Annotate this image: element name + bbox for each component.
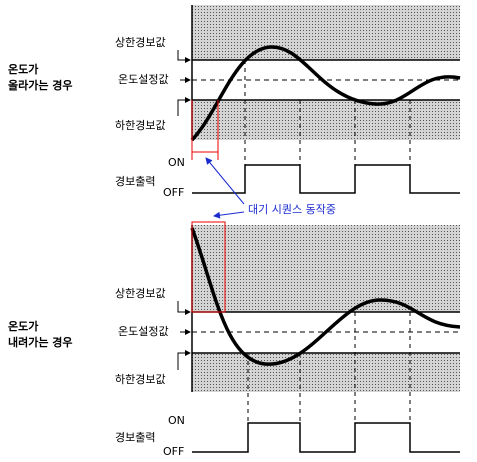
upper-zone xyxy=(192,225,460,312)
panel-title: 올라가는 경우 xyxy=(8,78,73,92)
output-label: 경보출력 xyxy=(115,175,155,188)
temp-curve xyxy=(190,45,461,142)
off-label: OFF xyxy=(163,186,184,199)
output-signal xyxy=(192,422,460,453)
output-label: 경보출력 xyxy=(115,431,155,444)
on-label: ON xyxy=(168,156,185,169)
temp-curve xyxy=(190,227,461,366)
on-label: ON xyxy=(168,414,185,427)
output-signal xyxy=(192,164,460,194)
lower-zone xyxy=(192,100,460,140)
setpoint-label: 온도설정값 xyxy=(118,325,169,338)
panel-falling: 온도가 내려가는 경우 상한경보값 온도설정값 하한경보값 ON 경보출력 OF… xyxy=(8,221,461,458)
setpoint-label: 온도설정값 xyxy=(118,73,169,86)
upper-label: 상한경보값 xyxy=(115,287,166,300)
panel-title: 내려가는 경우 xyxy=(8,335,73,349)
upper-zone xyxy=(192,5,460,60)
lower-label: 하한경보값 xyxy=(115,372,166,386)
panel-title: 온도가 xyxy=(8,319,38,333)
lower-zone xyxy=(192,353,460,392)
panel-rising: 온도가 올라가는 경우 상한경보값 온도설정값 하한경보값 ON 경보출력 OF… xyxy=(8,5,461,199)
panel-title: 온도가 xyxy=(8,62,38,76)
lower-label: 하한경보값 xyxy=(115,118,166,132)
off-label: OFF xyxy=(163,445,184,458)
annotation: 대기 시퀀스 동작중 xyxy=(248,203,336,216)
upper-label: 상한경보값 xyxy=(115,36,166,49)
